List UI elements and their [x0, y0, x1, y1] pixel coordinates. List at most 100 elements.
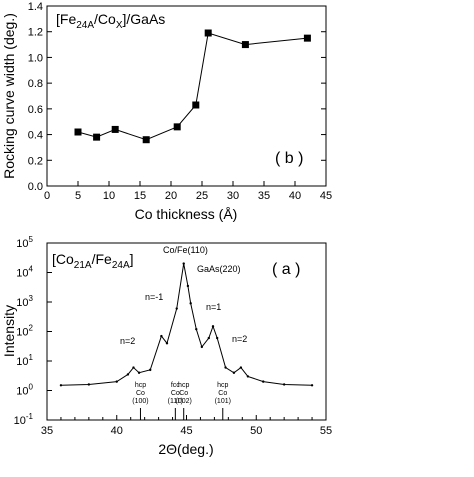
annotation-sat-plus2: n=2: [232, 334, 247, 344]
reference-marker-phase: hcp: [217, 382, 228, 389]
data-point-a: [282, 383, 286, 386]
data-point-a: [149, 368, 152, 372]
x-tick-label-b: 20: [165, 190, 177, 202]
y-tick-label-b: 1.2: [28, 27, 43, 39]
data-point-a: [126, 373, 130, 376]
panel-label-b: ( b ): [275, 150, 303, 167]
x-tick-label-a: 45: [180, 425, 192, 437]
data-point-a: [137, 371, 141, 374]
data-point-a: [189, 302, 192, 305]
x-tick-label-b: 40: [289, 190, 301, 202]
reference-marker-element: Co: [218, 390, 227, 397]
y-tick-label-a: 102: [16, 324, 33, 339]
data-point-a: [200, 345, 204, 349]
data-point-b: [192, 101, 200, 109]
data-point-a: [215, 336, 219, 340]
plot-frame-b: [46, 5, 327, 187]
reference-marker-element: Co: [136, 390, 145, 397]
ticks-b: 0 5 10 15 20 25 30 35 40 45 0.0 0.2 0.4 0.6 0.8 1.0 1.2 1…: [28, 1, 332, 202]
data-point-a: [310, 384, 314, 387]
data-point-a: [165, 342, 169, 345]
x-tick-label-a: 40: [111, 425, 123, 437]
data-point-b: [173, 123, 181, 131]
reference-marker-plane: (101): [215, 398, 231, 405]
y-tick-label-b: 0.8: [28, 78, 43, 90]
chart-panel-b: 0 5 10 15 20 25 30 35 40 45 0.0 0.2 0.4 0.6 0.8 1.0 1.2 1…: [1, 1, 332, 222]
data-point-a: [175, 307, 178, 310]
annotation-sat-plus1: n=1: [206, 302, 221, 312]
annotation-peak-main: Co/Fe(110): [163, 245, 208, 255]
data-point-a: [195, 327, 198, 331]
x-tick-label-a: 35: [41, 425, 53, 437]
data-point-a: [160, 334, 163, 338]
y-tick-label-a: 10-1: [14, 412, 34, 427]
ticks-a: 35 40 45 50 55 10-1 100 101 102 103 104 105: [14, 235, 333, 437]
reference-marker-plane: (100): [132, 398, 148, 405]
y-tick-label-b: 0.0: [28, 181, 43, 193]
y-tick-label-a: 101: [16, 353, 33, 368]
data-point-a: [246, 375, 250, 378]
data-point-a: [239, 366, 243, 369]
panel-label-a: ( a ): [272, 261, 300, 278]
x-tick-label-b: 35: [258, 190, 270, 202]
x-tick-label-b: 15: [134, 190, 146, 202]
series-line-b: [77, 32, 308, 141]
y-tick-label-b: 1.4: [28, 1, 43, 13]
x-tick-label-a: 50: [250, 425, 262, 437]
chart-title-a: [Co21A/Fe24A]: [52, 251, 134, 271]
data-point-a: [132, 366, 135, 369]
data-point-a: [207, 336, 211, 340]
data-point-a: [182, 262, 185, 265]
y-tick-label-b: 0.4: [28, 130, 43, 142]
x-tick-label-b: 5: [75, 190, 81, 202]
annotation-sat-minus1: n=-1: [145, 292, 163, 302]
x-tick-label-b: 0: [44, 190, 50, 202]
data-point-b: [142, 136, 150, 144]
reference-marker-phase: hcp: [135, 382, 146, 389]
y-axis-label-b: Rocking curve width (deg.): [1, 13, 17, 179]
x-tick-label-b: 25: [196, 190, 208, 202]
y-tick-label-b: 0.2: [28, 155, 43, 167]
data-point-a: [232, 371, 236, 374]
data-point-a: [224, 366, 227, 369]
y-tick-label-b: 0.6: [28, 104, 43, 116]
data-point-b: [111, 125, 119, 133]
x-axis-label-b: Co thickness (Å): [135, 206, 238, 222]
reference-marker-element: Co: [171, 390, 180, 397]
data-point-b: [93, 133, 101, 141]
data-point-a: [211, 325, 215, 328]
x-tick-label-b: 10: [103, 190, 115, 202]
x-axis-label-a: 2Θ(deg.): [158, 441, 213, 457]
x-tick-label-b: 30: [227, 190, 239, 202]
y-axis-label-a: Intensity: [1, 305, 17, 357]
y-tick-label-a: 105: [16, 235, 33, 250]
series-line-a: [60, 263, 313, 386]
data-point-b: [241, 41, 249, 49]
data-point-a: [262, 380, 265, 383]
y-tick-label-a: 100: [16, 383, 33, 398]
y-tick-label-a: 103: [16, 294, 33, 309]
data-point-b: [74, 128, 82, 136]
data-point-a: [115, 380, 118, 383]
reference-marker-phase: hcp: [178, 382, 189, 389]
y-tick-label-a: 104: [16, 265, 33, 280]
series-a: [59, 262, 314, 387]
data-point-a: [59, 384, 63, 387]
reference-marker-element: Co: [179, 390, 188, 397]
data-point-a: [186, 284, 190, 288]
data-point-b: [204, 29, 212, 37]
reference-marker-phase: fcc: [171, 382, 180, 389]
annotation-peak-gaas: GaAs(220): [197, 264, 241, 274]
x-tick-label-a: 55: [320, 425, 332, 437]
reference-marker-plane: (111): [168, 398, 183, 405]
y-tick-label-b: 1.0: [28, 52, 43, 64]
x-tick-label-b: 45: [320, 190, 332, 202]
data-point-a: [87, 383, 91, 386]
chart-title-b: [Fe24A/CoX]/GaAs: [56, 11, 165, 31]
reference-marker-plane: (002): [176, 398, 192, 405]
annotation-sat-minus2: n=2: [120, 336, 135, 346]
data-point-b: [303, 34, 311, 42]
